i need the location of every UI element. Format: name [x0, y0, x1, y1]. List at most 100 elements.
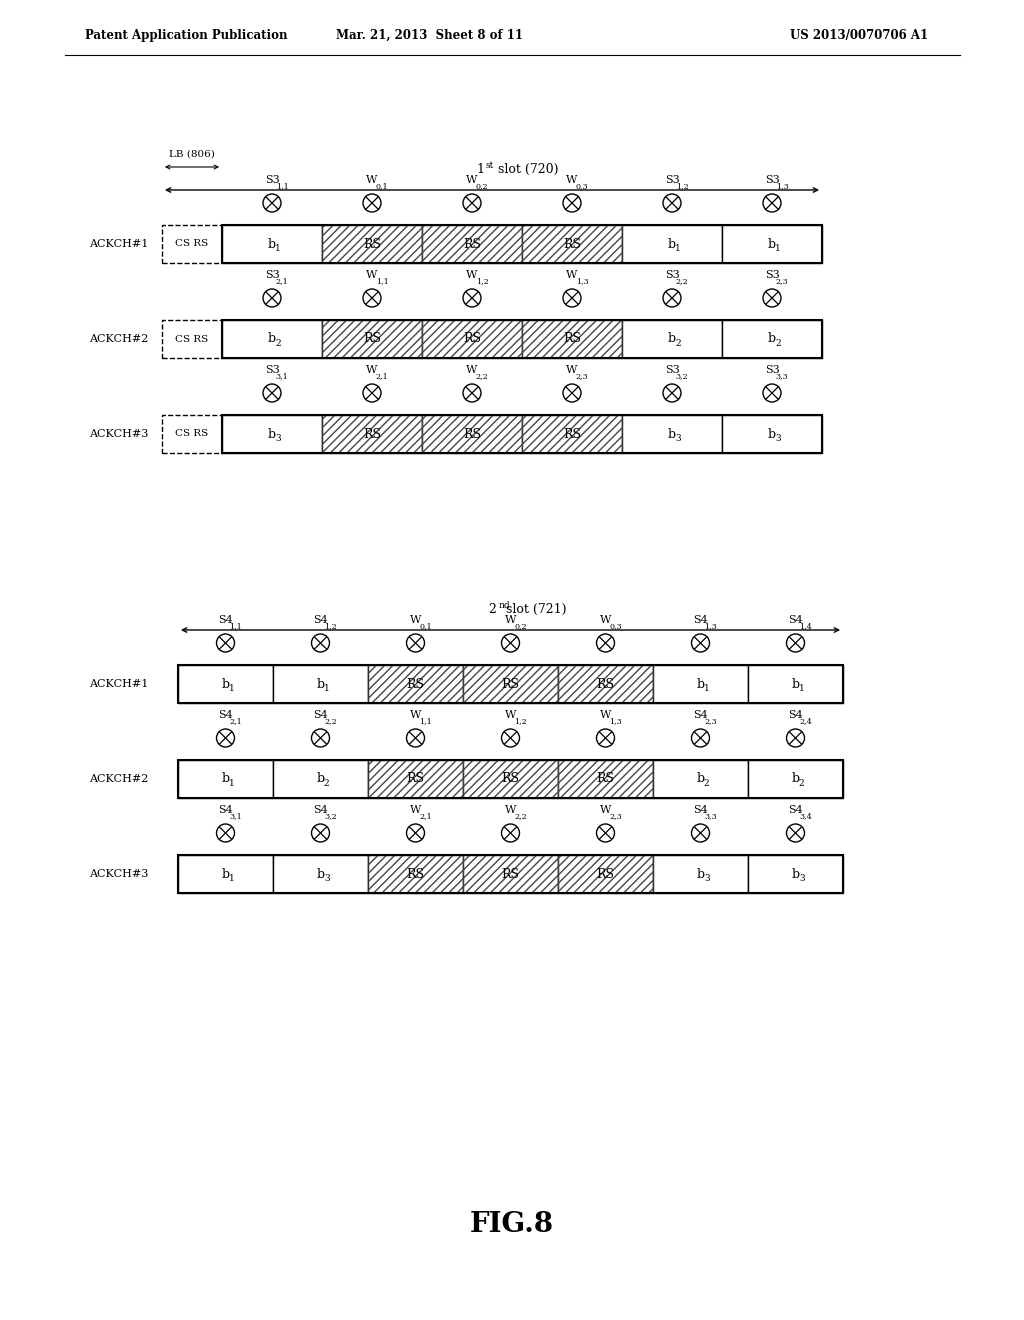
Text: b: b	[792, 677, 800, 690]
Text: 0,2: 0,2	[475, 182, 488, 190]
Text: 0,1: 0,1	[419, 622, 432, 630]
Text: 2: 2	[775, 338, 781, 347]
Text: b: b	[316, 772, 325, 785]
Bar	[653, 855, 748, 894]
Text: RS: RS	[362, 238, 381, 251]
Bar	[522, 319, 622, 358]
Bar	[422, 414, 522, 453]
Text: 1,2: 1,2	[676, 182, 688, 190]
Text: W: W	[505, 615, 516, 624]
Text: W: W	[466, 271, 477, 280]
Bar	[522, 319, 622, 358]
Text: RS: RS	[463, 238, 481, 251]
Text: ACKCH#3: ACKCH#3	[89, 429, 148, 440]
Text: W: W	[466, 366, 477, 375]
Text: RS: RS	[597, 772, 614, 785]
Text: 2,1: 2,1	[229, 717, 242, 725]
Bar	[322, 319, 422, 358]
Text: S3: S3	[765, 271, 779, 280]
Text: S4: S4	[788, 805, 803, 814]
Text: FIG.8: FIG.8	[470, 1212, 554, 1238]
Text: Patent Application Publication: Patent Application Publication	[85, 29, 288, 41]
Text: b: b	[696, 867, 705, 880]
Text: RS: RS	[407, 867, 425, 880]
Bar	[748, 855, 843, 894]
Bar	[422, 414, 522, 453]
Bar	[622, 224, 722, 263]
Bar	[463, 855, 558, 894]
Text: 2: 2	[676, 338, 681, 347]
Text: b: b	[792, 772, 800, 785]
Text: S3: S3	[264, 271, 280, 280]
Text: 1: 1	[229, 684, 234, 693]
Bar	[273, 855, 368, 894]
Text: 1: 1	[275, 244, 282, 252]
Text: US 2013/0070706 A1: US 2013/0070706 A1	[790, 29, 928, 41]
Text: S3: S3	[665, 271, 679, 280]
Text: b: b	[792, 867, 800, 880]
Bar	[178, 760, 843, 799]
Text: 1,3: 1,3	[609, 717, 622, 725]
Bar	[653, 760, 748, 799]
Text: 0,1: 0,1	[376, 182, 388, 190]
Text: b: b	[221, 772, 229, 785]
Bar	[368, 855, 463, 894]
Text: 2: 2	[324, 779, 330, 788]
Text: slot (721): slot (721)	[507, 603, 567, 616]
Bar	[368, 760, 463, 799]
Text: 3: 3	[775, 433, 781, 442]
Text: b: b	[268, 333, 276, 346]
Text: 2: 2	[799, 779, 805, 788]
Bar	[748, 760, 843, 799]
Text: RS: RS	[597, 867, 614, 880]
Text: S3: S3	[765, 366, 779, 375]
Bar	[422, 319, 522, 358]
Text: W: W	[367, 176, 378, 185]
Text: S4: S4	[218, 615, 232, 624]
Text: 2,4: 2,4	[799, 717, 812, 725]
Text: W: W	[600, 615, 611, 624]
Bar	[178, 665, 843, 704]
Bar	[463, 760, 558, 799]
Bar	[558, 665, 653, 704]
Bar	[722, 224, 822, 263]
Text: W: W	[466, 176, 477, 185]
Text: S4: S4	[313, 615, 328, 624]
Text: 3: 3	[324, 874, 330, 883]
Text: 3,4: 3,4	[799, 812, 812, 820]
Text: S4: S4	[218, 805, 232, 814]
Bar	[222, 224, 822, 263]
Text: 3,1: 3,1	[275, 372, 289, 380]
Bar	[273, 760, 368, 799]
Text: S3: S3	[665, 176, 679, 185]
Text: ACKCH#1: ACKCH#1	[89, 678, 148, 689]
Text: 1,3: 1,3	[575, 277, 589, 285]
Text: W: W	[505, 805, 516, 814]
Text: 3: 3	[799, 874, 805, 883]
Text: W: W	[505, 710, 516, 719]
Text: W: W	[566, 366, 578, 375]
Text: 2,1: 2,1	[419, 812, 432, 820]
Bar	[522, 414, 622, 453]
Bar	[558, 760, 653, 799]
Bar	[178, 855, 273, 894]
Text: b: b	[768, 428, 776, 441]
Bar	[222, 414, 322, 453]
Text: 2: 2	[488, 603, 497, 616]
Bar	[368, 760, 463, 799]
Bar	[558, 855, 653, 894]
Text: 1: 1	[476, 162, 484, 176]
Text: 2,2: 2,2	[325, 717, 337, 725]
Text: slot (720): slot (720)	[494, 162, 558, 176]
Text: RS: RS	[563, 238, 581, 251]
Text: ACKCH#2: ACKCH#2	[89, 774, 148, 784]
Text: 0,3: 0,3	[609, 622, 622, 630]
Text: W: W	[566, 176, 578, 185]
Text: RS: RS	[502, 772, 519, 785]
Text: b: b	[696, 772, 705, 785]
Text: 1: 1	[775, 244, 781, 252]
Text: S4: S4	[788, 615, 803, 624]
Text: 3: 3	[275, 433, 281, 442]
Text: CS RS: CS RS	[175, 239, 209, 248]
Bar	[322, 224, 422, 263]
